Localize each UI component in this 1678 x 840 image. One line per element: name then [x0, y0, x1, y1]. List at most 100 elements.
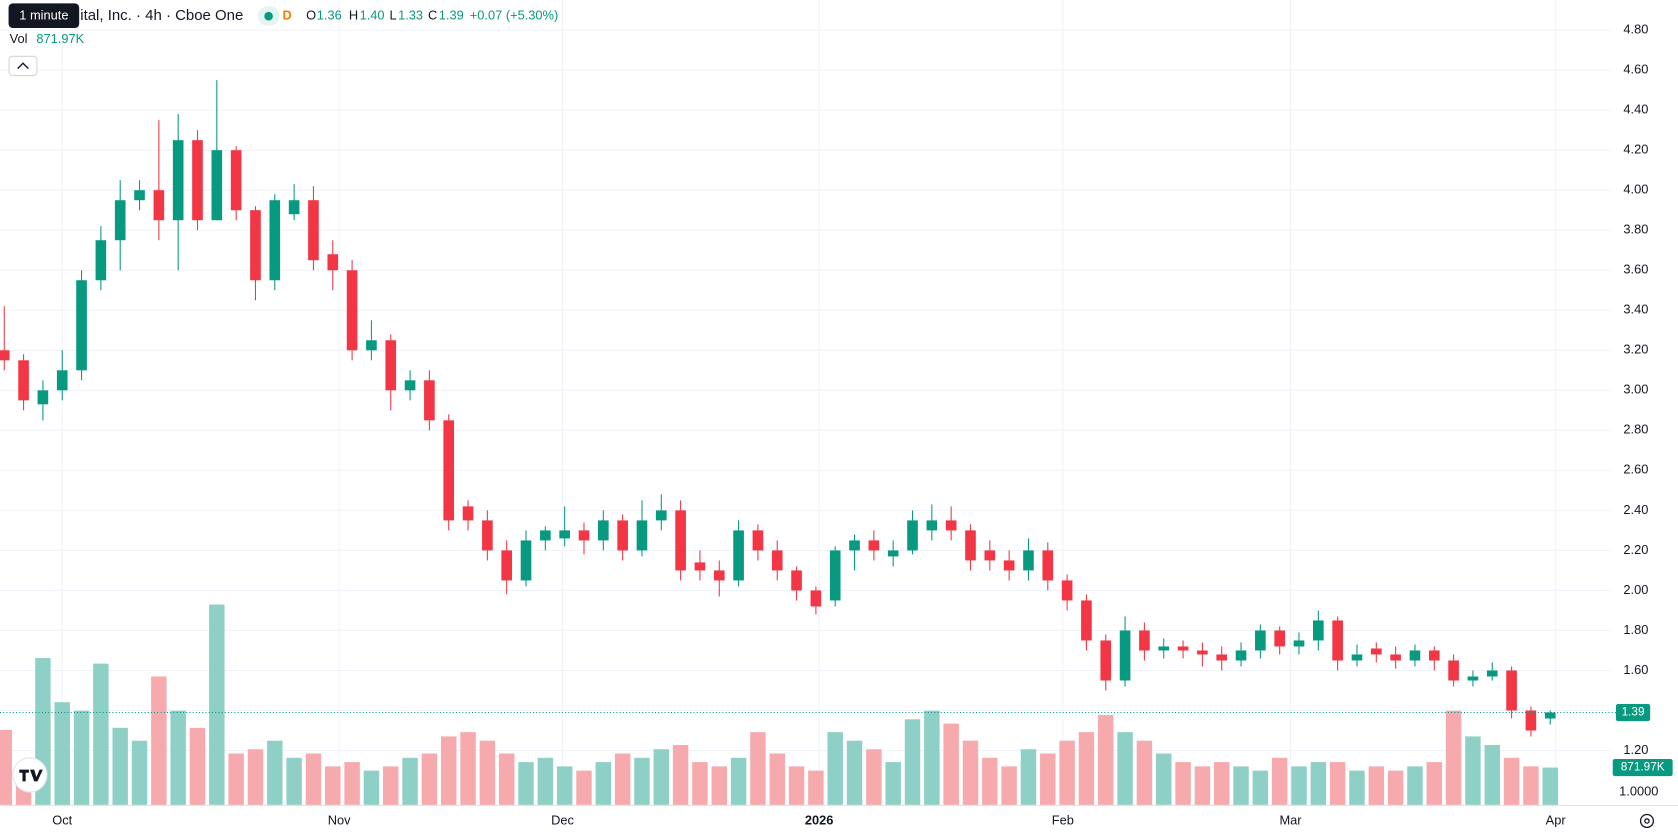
- candle-body: [713, 570, 725, 581]
- volume-bar: [1426, 762, 1443, 805]
- tooltip-text: 1 minute: [19, 8, 68, 23]
- candle-body: [172, 140, 184, 221]
- candle-body: [598, 520, 609, 541]
- volume-bar: [1098, 715, 1114, 805]
- candle-body: [114, 200, 126, 241]
- status-dot: [264, 11, 273, 21]
- grid: [0, 0, 1611, 805]
- volume-bar: [460, 732, 476, 805]
- candle-body: [1525, 710, 1537, 731]
- candle-body: [868, 540, 880, 551]
- volume-bar: [1291, 766, 1307, 805]
- volume-bar: [788, 766, 805, 805]
- market-badge: D: [283, 8, 292, 23]
- y-tick-label: 2.80: [1623, 422, 1648, 437]
- volume-bar: [750, 732, 766, 805]
- candle-body: [134, 190, 145, 201]
- collapse-button[interactable]: [8, 55, 38, 77]
- volume-bar: [286, 757, 302, 805]
- candle-body: [1409, 650, 1421, 661]
- volume-bar: [73, 710, 90, 805]
- high-label: H: [349, 8, 358, 23]
- volume-bar: [1001, 766, 1017, 805]
- volume-bar: [1503, 757, 1520, 805]
- volume-bar: [653, 749, 670, 805]
- y-tick-label: 4.80: [1623, 21, 1648, 36]
- candle-body: [1023, 550, 1034, 571]
- x-tick-label: 2026: [805, 812, 834, 827]
- header: ital, Inc. · 4h · Cboe One D O 1.36 H 1.…: [8, 3, 558, 77]
- candle-body: [984, 550, 996, 561]
- volume-bar: [1271, 757, 1288, 805]
- candle-body: [76, 280, 87, 371]
- candle-body: [1448, 660, 1459, 681]
- y-tick-label: 4.20: [1623, 142, 1648, 157]
- volume-bar: [1233, 766, 1249, 805]
- volume-bar: [692, 762, 708, 805]
- volume-bar: [1117, 732, 1133, 805]
- volume-bar: [808, 770, 824, 805]
- candle-body: [1390, 654, 1401, 661]
- candle-body: [308, 200, 319, 261]
- volume-bar: [1040, 753, 1056, 805]
- volume-bar: [1194, 766, 1211, 805]
- candle-body: [1100, 640, 1112, 681]
- candle-body: [250, 210, 261, 281]
- y-tick-label: 2.40: [1623, 502, 1648, 517]
- volume-bar: [421, 753, 438, 805]
- x-tick-label: Apr: [1546, 812, 1567, 827]
- volume-bar: [1252, 770, 1269, 805]
- volume-bar: [0, 729, 12, 805]
- candle-body: [578, 530, 590, 541]
- candle-body: [810, 590, 822, 607]
- candle-body: [1235, 650, 1247, 661]
- candle-body: [18, 360, 29, 401]
- y-tick-label: 3.20: [1623, 342, 1648, 357]
- volume-bar: [1523, 766, 1539, 805]
- candle-body: [675, 510, 686, 571]
- candle-body: [1486, 670, 1498, 677]
- volume-bar: [1407, 766, 1423, 805]
- volume-bar: [1387, 770, 1404, 805]
- candle-body: [1003, 560, 1015, 571]
- volume-bar: [383, 766, 399, 805]
- settings-icon[interactable]: [1639, 813, 1655, 829]
- candle-body: [443, 420, 455, 521]
- x-tick-label: Nov: [328, 812, 351, 827]
- candle-body: [1042, 550, 1054, 581]
- y-tick-label: 3.40: [1623, 302, 1648, 317]
- volume-bar: [634, 757, 650, 805]
- candle-body: [424, 380, 435, 421]
- y-tick-label: 2.20: [1623, 542, 1648, 557]
- x-tick-label: Oct: [52, 812, 72, 827]
- volume-bar: [498, 753, 515, 805]
- candle-body: [849, 540, 860, 551]
- candle-body: [636, 520, 648, 551]
- volume-layer: [0, 604, 1558, 805]
- volume-bar: [962, 740, 979, 805]
- settings-ring[interactable]: [1639, 813, 1655, 829]
- y-tick-label: 4.60: [1623, 62, 1648, 77]
- volume-bar: [170, 710, 186, 805]
- y-tick-label: 1.20: [1623, 742, 1648, 757]
- volume-bar: [1136, 740, 1153, 805]
- high-value: 1.40: [360, 8, 385, 23]
- volume-bar: [1349, 770, 1365, 805]
- volume-bar: [924, 710, 940, 805]
- volume-bar: [769, 753, 785, 805]
- settings-hub[interactable]: [1644, 818, 1650, 824]
- volume-bar: [189, 727, 206, 805]
- volume-bar: [1542, 767, 1558, 805]
- volume-bar: [247, 749, 264, 805]
- candle-layer: [0, 80, 1556, 737]
- candle-body: [95, 240, 107, 281]
- volume-bar: [1020, 749, 1037, 805]
- candle-body: [1177, 646, 1189, 651]
- volume-bar: [982, 757, 998, 805]
- volume-bar: [672, 744, 689, 805]
- candle-body: [1332, 620, 1343, 661]
- candle-body: [56, 370, 68, 391]
- y-tick-label: 3.80: [1623, 222, 1648, 237]
- candle-body: [520, 540, 532, 581]
